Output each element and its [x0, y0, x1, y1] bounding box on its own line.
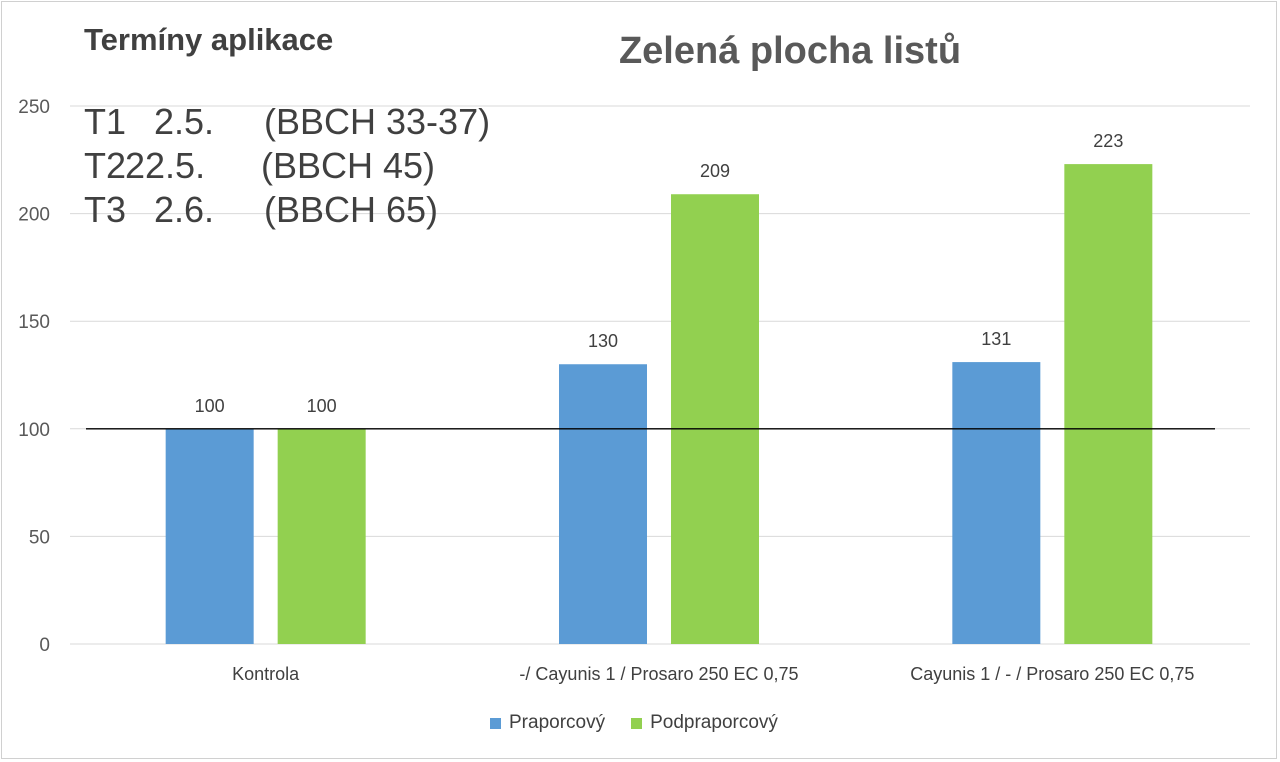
chart-legend: Praporcový Podpraporcový — [490, 712, 804, 734]
term-line-t2: T222.5. (BBCH 45) — [84, 144, 490, 188]
bar — [952, 362, 1041, 644]
application-terms-list: T1 2.5. (BBCH 33-37) T222.5. (BBCH 45) T3 2.… — [84, 100, 490, 232]
application-terms-heading: Termíny aplikace — [84, 22, 334, 57]
x-category-label: Kontrola — [232, 664, 300, 684]
term-line-t1: T1 2.5. (BBCH 33-37) — [84, 100, 490, 144]
y-tick-label: 0 — [39, 635, 50, 656]
term-code: T2 — [84, 145, 127, 186]
legend-label: Podpraporcový — [650, 712, 778, 733]
term-date: 2.6. — [154, 189, 215, 230]
term-date: 22.5. — [125, 145, 206, 186]
bar — [671, 194, 759, 644]
bar — [165, 428, 254, 644]
data-label: 131 — [981, 329, 1011, 349]
bar — [1064, 164, 1153, 644]
term-stage: (BBCH 33-37) — [264, 101, 491, 142]
data-label: 223 — [1093, 131, 1123, 151]
term-stage: (BBCH 65) — [264, 189, 439, 230]
y-tick-label: 50 — [29, 527, 50, 548]
bar — [559, 364, 647, 644]
term-code: T3 — [84, 189, 127, 230]
y-tick-label: 100 — [18, 420, 50, 441]
term-date: 2.5. — [154, 101, 215, 142]
term-stage: (BBCH 45) — [261, 145, 436, 186]
data-label: 100 — [307, 396, 337, 416]
legend-swatch — [490, 717, 501, 729]
term-line-t3: T3 2.6. (BBCH 65) — [84, 188, 490, 232]
data-label: 100 — [195, 396, 225, 416]
bar — [277, 428, 366, 644]
x-category-label: -/ Cayunis 1 / Prosaro 250 EC 0,75 — [519, 664, 798, 684]
x-category-label: Cayunis 1 / - / Prosaro 250 EC 0,75 — [910, 664, 1194, 684]
data-label: 209 — [700, 161, 730, 181]
legend-item-podpraporcovy: Podpraporcový — [631, 712, 778, 734]
data-label: 130 — [588, 331, 618, 351]
term-code: T1 — [84, 101, 127, 142]
y-tick-label: 200 — [18, 205, 50, 226]
y-tick-label: 150 — [18, 312, 50, 333]
legend-label: Praporcový — [509, 712, 606, 733]
y-tick-label: 250 — [18, 97, 50, 118]
chart-title: Zelená plocha listů — [618, 30, 962, 72]
legend-swatch — [631, 717, 643, 729]
legend-item-praporcovy: Praporcový — [490, 712, 605, 734]
